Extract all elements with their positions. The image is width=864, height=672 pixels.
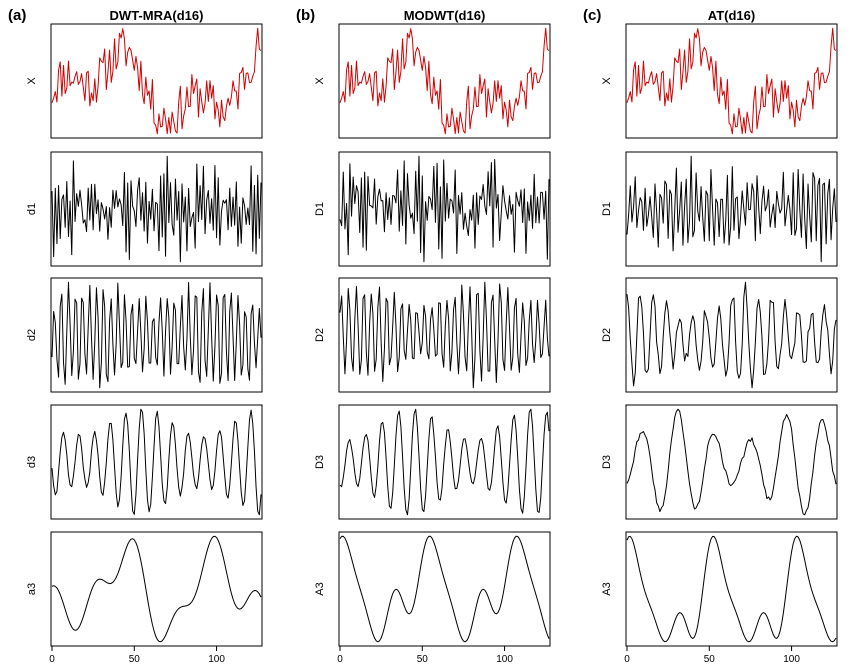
plot-frame — [338, 531, 551, 647]
plot-frame — [625, 151, 838, 267]
subplot-x: X — [314, 23, 551, 139]
y-axis-label: X — [314, 77, 326, 85]
series-line-d1 — [626, 155, 837, 263]
subplot-x: X — [26, 23, 263, 139]
x-tick-label: 100 — [783, 654, 800, 665]
y-axis-label: A3 — [601, 582, 613, 595]
subplot-d2: d2 — [26, 277, 263, 393]
y-axis-label: D2 — [314, 328, 326, 342]
series-line-d2 — [626, 281, 837, 389]
y-axis-label: X — [601, 77, 613, 85]
x-tick-label: 50 — [704, 654, 716, 665]
plot-frame — [338, 277, 551, 393]
series-line-x — [51, 27, 262, 135]
x-tick-label: 50 — [417, 654, 429, 665]
y-axis-label: A3 — [314, 582, 326, 595]
subplot-d2: D2 — [314, 277, 551, 393]
subplot-a3: A3 — [601, 531, 838, 647]
series-line-x — [339, 27, 550, 135]
plot-frame — [50, 404, 263, 520]
plot-frame — [338, 23, 551, 139]
subplot-a3: A3 — [314, 531, 551, 647]
subplot-d3: D3 — [314, 404, 551, 520]
plot-frame — [625, 404, 838, 520]
subplot-x: X — [601, 23, 838, 139]
series-line-d1 — [51, 155, 262, 263]
x-tick-label: 0 — [49, 654, 55, 665]
panel-letter: (c) — [583, 7, 601, 24]
x-tick-label: 0 — [337, 654, 343, 665]
series-line-d1 — [339, 155, 550, 263]
x-tick-label: 50 — [129, 654, 141, 665]
y-axis-label: d3 — [26, 456, 38, 468]
series-line-a3 — [339, 535, 550, 643]
series-line-d2 — [339, 281, 550, 389]
y-axis-label: d1 — [26, 203, 38, 215]
subplot-d3: d3 — [26, 404, 263, 520]
series-line-x — [626, 27, 837, 135]
y-axis-label: D1 — [314, 202, 326, 216]
panel-letter: (a) — [8, 7, 26, 24]
plot-frame — [50, 277, 263, 393]
y-axis-label: X — [26, 77, 38, 85]
column-title: AT(d16) — [708, 8, 755, 23]
subplot-d1: d1 — [26, 151, 263, 267]
column-title: MODWT(d16) — [404, 8, 486, 23]
subplot-a3: a3 — [26, 531, 263, 647]
y-axis-label: D2 — [601, 328, 613, 342]
y-axis-label: D3 — [601, 455, 613, 469]
series-line-d3 — [51, 408, 262, 516]
plot-frame — [338, 151, 551, 267]
series-line-a3 — [51, 535, 262, 643]
y-axis-label: a3 — [26, 583, 38, 595]
plot-frame — [50, 23, 263, 139]
y-axis-label: D3 — [314, 455, 326, 469]
panel-letter: (b) — [296, 7, 315, 24]
y-axis-label: d2 — [26, 329, 38, 341]
plot-frame — [625, 277, 838, 393]
plot-frame — [50, 151, 263, 267]
column-title: DWT-MRA(d16) — [110, 8, 204, 23]
plot-frame — [625, 23, 838, 139]
series-line-d3 — [339, 408, 550, 516]
x-tick-label: 0 — [624, 654, 630, 665]
x-tick-label: 100 — [208, 654, 225, 665]
plot-frame — [338, 404, 551, 520]
y-axis-label: D1 — [601, 202, 613, 216]
subplot-d3: D3 — [601, 404, 838, 520]
x-tick-label: 100 — [496, 654, 513, 665]
subplot-d1: D1 — [601, 151, 838, 267]
series-line-d3 — [626, 408, 837, 516]
subplot-d1: D1 — [314, 151, 551, 267]
series-line-d2 — [51, 281, 262, 389]
series-line-a3 — [626, 535, 837, 643]
subplot-d2: D2 — [601, 277, 838, 393]
